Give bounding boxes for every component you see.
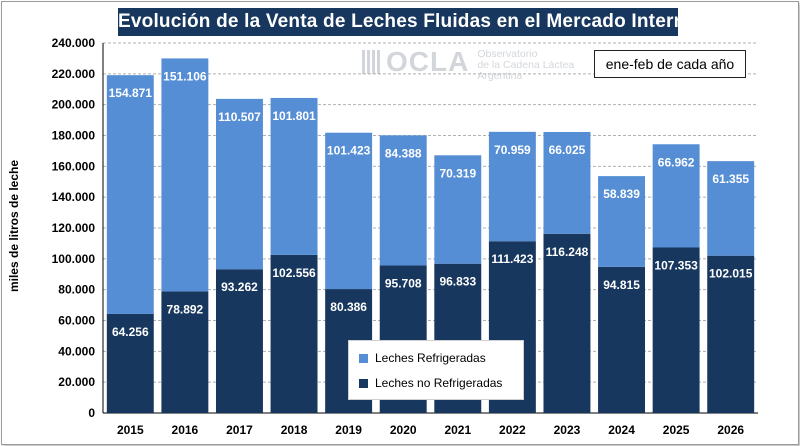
x-tick-label: 2016 (172, 423, 199, 437)
data-label-no-refrigeradas: 95.708 (385, 276, 422, 290)
y-tick-label: 0 (88, 406, 95, 420)
x-tick-label: 2019 (335, 423, 362, 437)
x-tick-label: 2021 (444, 423, 471, 437)
bar-refrigeradas (106, 75, 154, 314)
data-label-no-refrigeradas: 107.353 (654, 258, 698, 272)
data-label-refrigeradas: 110.507 (218, 110, 261, 124)
legend: Leches Refrigeradas Leches no Refrigerad… (348, 340, 524, 400)
data-label-no-refrigeradas: 94.815 (603, 278, 640, 292)
data-label-refrigeradas: 84.388 (385, 146, 422, 160)
x-tick-label: 2020 (390, 423, 417, 437)
bar-refrigeradas (161, 58, 209, 292)
x-tick-label: 2024 (608, 423, 635, 437)
x-tick-label: 2017 (226, 423, 253, 437)
data-label-no-refrigeradas: 78.892 (167, 302, 204, 316)
bar-refrigeradas (707, 161, 755, 256)
data-label-refrigeradas: 70.319 (439, 166, 476, 180)
watermark-line-3: Argentina (477, 70, 523, 82)
y-tick-label: 120.000 (52, 221, 96, 235)
x-tick-label: 2023 (554, 423, 581, 437)
data-label-refrigeradas: 154.871 (109, 86, 153, 100)
y-tick-label: 100.000 (52, 252, 96, 266)
watermark-logo-text: OCLA (386, 46, 470, 77)
x-tick-label: 2015 (117, 423, 144, 437)
x-tick-label: 2025 (663, 423, 690, 437)
y-tick-label: 80.000 (58, 283, 95, 297)
data-label-no-refrigeradas: 111.423 (491, 252, 533, 266)
bar-no-refrigeradas (598, 266, 646, 413)
legend-item-refrigeradas: Leches Refrigeradas (359, 351, 486, 365)
data-label-no-refrigeradas: 116.248 (546, 245, 589, 259)
legend-label-refrigeradas: Leches Refrigeradas (375, 351, 486, 365)
y-tick-label: 160.000 (52, 159, 96, 173)
legend-swatch-no-refrigeradas (359, 378, 368, 388)
bar-no-refrigeradas (707, 255, 755, 413)
y-tick-label: 60.000 (58, 314, 95, 328)
bar-no-refrigeradas (106, 313, 154, 413)
y-tick-label: 200.000 (52, 98, 96, 112)
watermark-line-2: de la Cadena Láctea (477, 59, 575, 71)
legend-item-no-refrigeradas: Leches no Refrigeradas (359, 376, 502, 390)
bar-refrigeradas (652, 144, 700, 248)
bar-no-refrigeradas (652, 247, 700, 413)
ocla-logo-icon (362, 50, 380, 74)
y-tick-label: 140.000 (52, 190, 96, 204)
x-tick-label: 2026 (717, 423, 744, 437)
bar-refrigeradas (379, 135, 427, 266)
y-tick-label: 240.000 (52, 36, 96, 50)
data-label-no-refrigeradas: 102.556 (272, 266, 316, 280)
bar-refrigeradas (488, 131, 536, 242)
bar-refrigeradas (270, 97, 318, 255)
legend-swatch-refrigeradas (359, 353, 368, 363)
x-tick-label: 2022 (499, 423, 526, 437)
y-axis-label: miles de litros de leche (7, 159, 21, 293)
data-label-no-refrigeradas: 64.256 (112, 325, 149, 339)
data-label-refrigeradas: 66.962 (658, 155, 695, 169)
bar-refrigeradas (598, 176, 646, 267)
watermark-subtitle: Observatorio de la Cadena Láctea Argenti… (477, 49, 574, 82)
data-label-refrigeradas: 151.106 (163, 69, 207, 83)
data-label-no-refrigeradas: 102.015 (709, 267, 753, 281)
x-tick-label: 2018 (281, 423, 308, 437)
ocla-watermark: OCLA Observatorio de la Cadena Láctea Ar… (362, 48, 574, 82)
data-label-refrigeradas: 61.355 (712, 172, 749, 186)
data-label-refrigeradas: 101.801 (272, 109, 316, 123)
bar-no-refrigeradas (270, 254, 318, 413)
data-label-no-refrigeradas: 96.833 (439, 275, 476, 289)
bar-refrigeradas (434, 155, 482, 264)
y-tick-label: 20.000 (58, 375, 95, 389)
data-label-no-refrigeradas: 93.262 (221, 280, 258, 294)
chart-title: Evolución de la Venta de Leches Fluidas … (118, 8, 697, 36)
data-label-refrigeradas: 70.959 (494, 143, 531, 157)
y-tick-label: 180.000 (52, 129, 96, 143)
data-label-refrigeradas: 101.423 (327, 144, 371, 158)
period-note: ene-feb de cada año (594, 50, 746, 78)
legend-label-no-refrigeradas: Leches no Refrigeradas (375, 376, 503, 390)
y-tick-label: 220.000 (52, 67, 96, 81)
y-tick-label: 40.000 (58, 344, 95, 358)
watermark-line-1: Observatorio (477, 48, 538, 60)
bar-no-refrigeradas (215, 269, 263, 413)
bar-refrigeradas (325, 132, 373, 290)
data-label-no-refrigeradas: 80.386 (330, 300, 367, 314)
data-label-refrigeradas: 66.025 (549, 143, 586, 157)
bar-no-refrigeradas (543, 233, 591, 413)
bar-refrigeradas (215, 98, 263, 270)
bar-no-refrigeradas (161, 291, 209, 413)
bar-refrigeradas (543, 131, 591, 234)
data-label-refrigeradas: 58.839 (603, 187, 640, 201)
